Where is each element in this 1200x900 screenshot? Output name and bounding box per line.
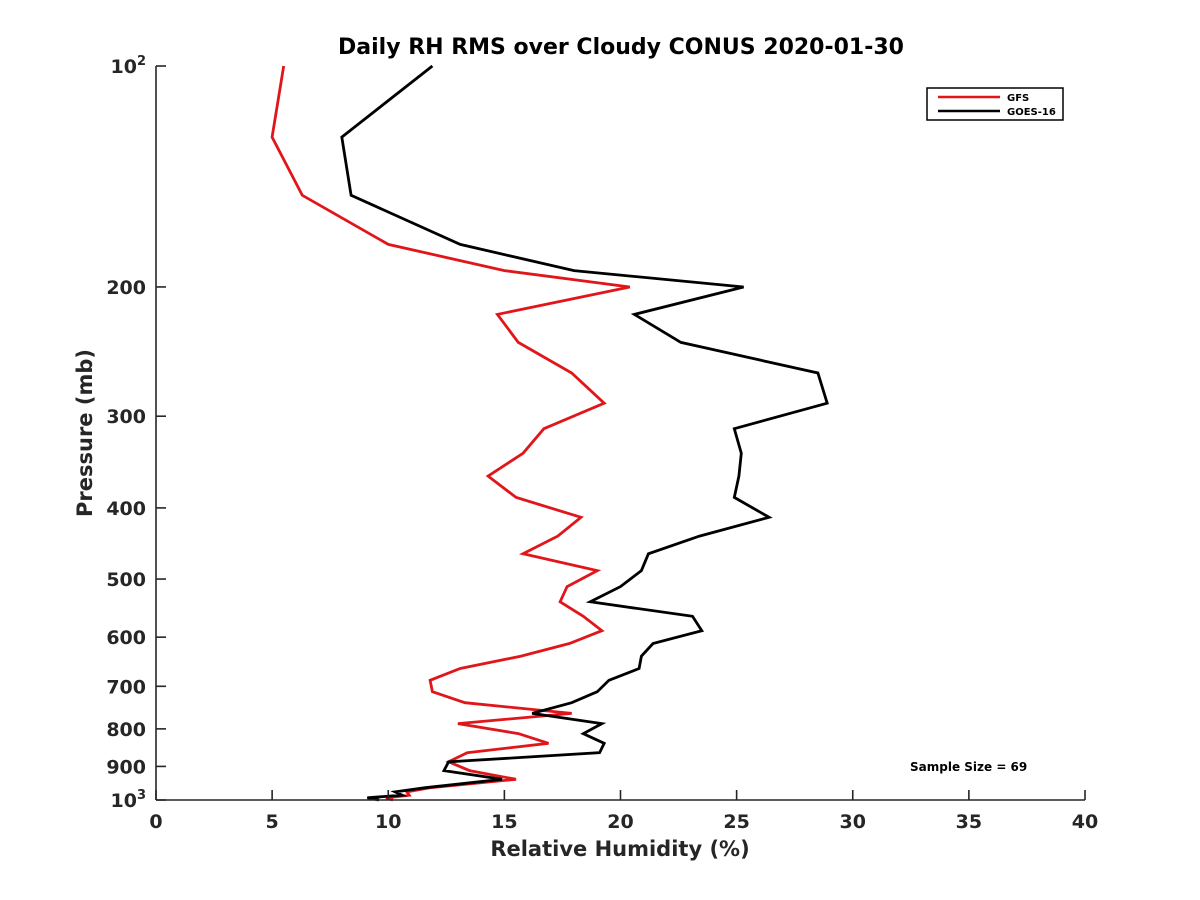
x-tick-label: 25 <box>723 811 749 833</box>
chart-title: Daily RH RMS over Cloudy CONUS 2020-01-3… <box>338 35 904 60</box>
series-line-goes-16 <box>340 64 829 802</box>
x-tick-label: 40 <box>1072 811 1098 833</box>
sample-size-annotation: Sample Size = 69 <box>910 760 1027 774</box>
x-ticks: 0 5 10 15 20 25 30 35 40 <box>149 790 1098 833</box>
y-tick-label: 400 <box>106 498 146 520</box>
y-tick-base: 10 <box>111 56 137 78</box>
y-tick-label: 700 <box>106 676 146 698</box>
legend-box <box>926 87 1064 121</box>
x-tick-label: 0 <box>149 811 162 833</box>
y-tick-label: 500 <box>106 569 146 591</box>
y-tick-label: 103 <box>111 788 147 812</box>
series-line-gfs <box>270 65 631 802</box>
plot-area <box>270 64 829 802</box>
y-tick-exponent: 2 <box>137 54 146 69</box>
x-tick-label: 35 <box>956 811 982 833</box>
y-tick-base: 10 <box>111 790 137 812</box>
y-tick-label: 200 <box>106 277 146 299</box>
x-tick-label: 15 <box>491 811 517 833</box>
y-tick-label: 102 <box>111 54 147 78</box>
x-tick-label: 10 <box>375 811 401 833</box>
x-tick-label: 30 <box>840 811 866 833</box>
y-tick-label: 900 <box>106 756 146 778</box>
x-tick-label: 5 <box>266 811 279 833</box>
y-tick-label: 600 <box>106 627 146 649</box>
legend-label: GFS <box>1007 93 1029 104</box>
y-tick-label: 300 <box>106 406 146 428</box>
y-tick-exponent: 3 <box>137 788 146 803</box>
y-axis-label: Pressure (mb) <box>73 349 97 517</box>
y-tick-label: 800 <box>106 719 146 741</box>
legend-label: GOES-16 <box>1007 107 1056 118</box>
x-tick-label: 20 <box>607 811 633 833</box>
x-axis-label: Relative Humidity (%) <box>490 837 749 861</box>
legend: GFS GOES-16 <box>926 87 1064 121</box>
